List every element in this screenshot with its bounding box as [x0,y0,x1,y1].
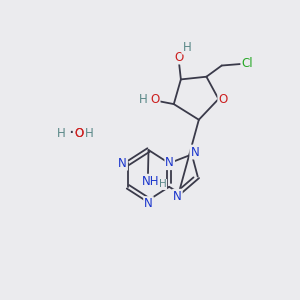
Text: N: N [165,156,174,169]
Text: N: N [190,146,199,159]
Text: H: H [85,127,94,140]
Text: H: H [139,94,148,106]
Text: O: O [218,92,228,106]
Text: NH: NH [142,175,159,188]
Text: O: O [74,127,83,140]
Text: ·: · [68,124,74,142]
Text: N: N [173,190,182,203]
Text: N: N [144,197,153,210]
Text: O: O [150,94,160,106]
Text: Cl: Cl [242,57,253,70]
Text: H: H [159,179,167,190]
Text: O: O [175,50,184,64]
Text: O: O [74,127,83,140]
Text: H: H [57,127,66,140]
Text: N: N [118,157,127,170]
Text: H: H [182,40,191,53]
